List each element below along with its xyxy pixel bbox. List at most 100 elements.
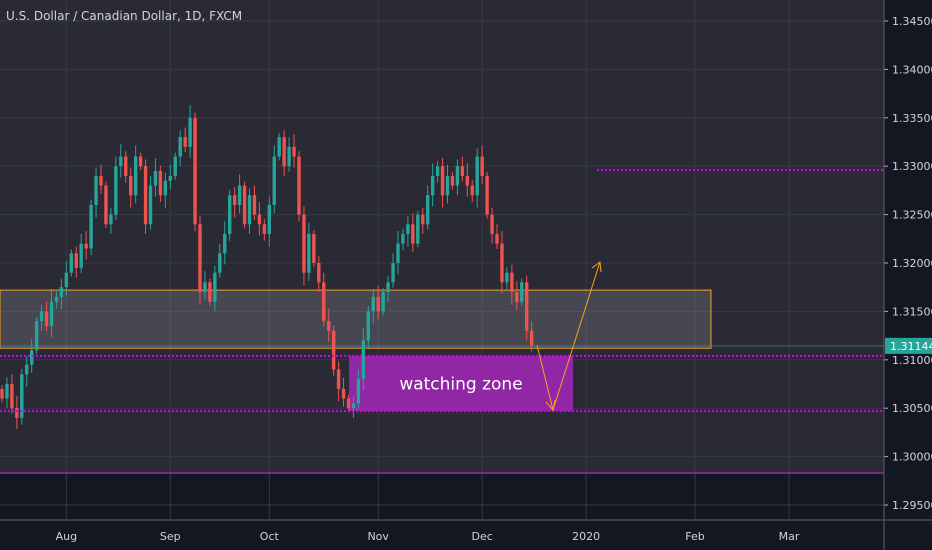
candle-body: [178, 137, 182, 157]
candle-body: [440, 166, 445, 196]
candle-body: [124, 156, 128, 176]
candle-body: [228, 195, 232, 234]
candle-body: [287, 146, 291, 167]
y-tick-label: 1.30500: [892, 402, 932, 415]
candle-body: [460, 166, 465, 176]
y-tick-label: 1.32000: [892, 257, 932, 270]
y-tick-label: 1.33000: [892, 160, 932, 173]
candle-body: [322, 282, 326, 322]
candle-body: [223, 233, 227, 254]
candle-body: [272, 156, 276, 205]
candle-body: [163, 180, 168, 196]
candle-body: [20, 374, 24, 418]
candle-body: [198, 224, 202, 293]
candle-body: [386, 282, 390, 293]
candle-body: [218, 253, 222, 273]
candle-body: [490, 214, 494, 234]
candle-body: [79, 243, 83, 268]
candle-body: [346, 398, 351, 409]
candle-body: [153, 171, 158, 186]
candle-body: [138, 156, 143, 167]
y-tick-label: 1.33500: [892, 112, 932, 125]
candle-body: [500, 243, 504, 283]
candle-body: [0, 388, 4, 399]
candle-body: [25, 364, 29, 375]
candle-body: [450, 175, 455, 186]
x-tick-label: Mar: [779, 530, 800, 543]
candle-body: [292, 146, 296, 157]
candle-body: [257, 214, 262, 225]
candle-body: [381, 292, 385, 312]
candle-body: [129, 175, 133, 196]
x-tick-label: 2020: [572, 530, 600, 543]
candle-body: [64, 272, 69, 288]
candle-body: [94, 175, 98, 205]
candle-body: [148, 185, 153, 225]
arrow-head-up-icon: [591, 261, 602, 273]
last-price-tag: [885, 337, 932, 354]
candle-body: [34, 321, 39, 351]
candle-body: [143, 166, 148, 225]
y-tick-label: 1.29500: [892, 499, 932, 512]
candle-body: [193, 117, 197, 225]
y-tick-label: 1.34000: [892, 63, 932, 76]
candle-body: [232, 195, 237, 205]
candle-body: [505, 272, 509, 283]
candle-body: [84, 243, 88, 249]
y-tick-label: 1.32500: [892, 209, 932, 222]
candle-body: [351, 403, 356, 409]
candle-body: [529, 330, 534, 347]
candle-body: [327, 321, 331, 331]
y-tick-label: 1.31500: [892, 305, 932, 318]
candle-body: [247, 195, 252, 225]
arrow-head-down-icon: [545, 399, 556, 412]
candle-body: [510, 272, 514, 293]
candle-body: [262, 224, 267, 234]
candle-body: [435, 166, 440, 176]
candle-body: [173, 156, 177, 176]
candle-body: [331, 330, 336, 370]
candle-body: [168, 175, 172, 181]
candle-body: [109, 214, 113, 225]
candle-body: [277, 137, 281, 157]
candle-body: [515, 292, 519, 302]
candle-body: [44, 311, 49, 326]
candle-body: [341, 388, 346, 399]
candle-body: [69, 253, 73, 273]
candle-body: [213, 272, 217, 302]
candle-body: [183, 137, 187, 147]
x-tick-label: Sep: [160, 530, 181, 543]
resistance-zone-box: [0, 289, 712, 349]
candle-body: [475, 156, 479, 196]
x-tick-label: Dec: [472, 530, 493, 543]
candle-body: [242, 185, 247, 225]
watching-zone-label: watching zone: [399, 375, 522, 395]
candle-body: [89, 204, 93, 249]
candle-body: [465, 175, 469, 186]
candle-body: [302, 214, 306, 273]
candle-body: [237, 185, 242, 205]
candle-body: [376, 296, 380, 312]
candle-body: [297, 156, 301, 215]
candle-body: [208, 282, 212, 302]
candle-body: [267, 204, 271, 234]
candle-body: [416, 214, 420, 244]
candle-body: [74, 253, 78, 268]
candle-body: [406, 224, 410, 234]
candle-body: [495, 233, 499, 244]
candle-body: [49, 301, 54, 326]
candle-body: [426, 195, 430, 225]
candle-body: [480, 156, 484, 176]
candle-body: [430, 175, 435, 196]
x-tick-label: Oct: [260, 530, 280, 543]
candle-body: [312, 233, 316, 263]
chart-title: U.S. Dollar / Canadian Dollar, 1D, FXCM: [6, 9, 243, 23]
candle-body: [158, 171, 163, 196]
y-tick-label: 1.34500: [892, 15, 932, 28]
candle-body: [361, 340, 366, 380]
candle-body: [391, 263, 395, 283]
candle-body: [30, 350, 34, 365]
candle-body: [99, 175, 103, 186]
